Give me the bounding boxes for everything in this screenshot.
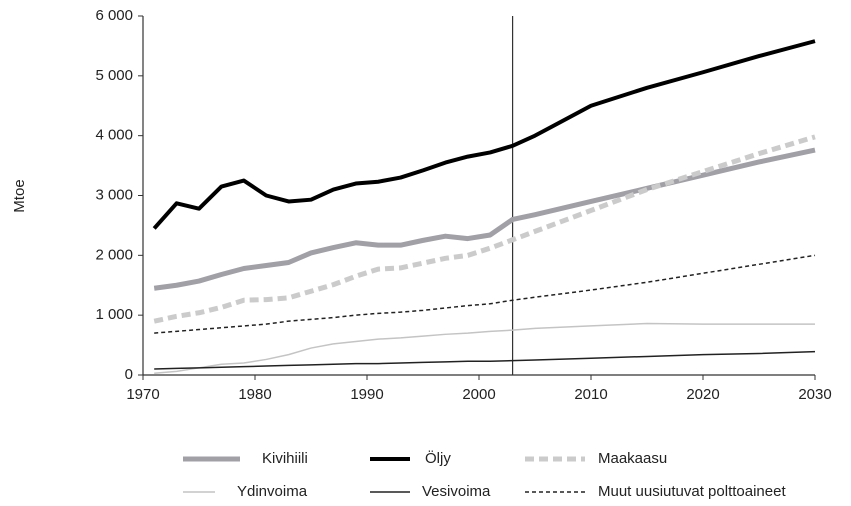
y-tick-label: 4 000 [95,127,133,144]
x-tick-label: 2000 [462,386,495,403]
series-line [152,39,816,230]
x-tick-label: 1980 [238,386,271,403]
y-axis-label: Mtoe [11,179,28,212]
legend-label: Ydinvoima [237,483,308,500]
series-line [154,322,815,374]
x-tick-label: 2020 [686,386,719,403]
legend-label: Öljy [425,449,451,467]
series-line [153,134,816,324]
legend-label: Kivihiili [262,450,308,467]
legend-label: Muut uusiutuvat polttoaineet [598,483,786,500]
x-tick-label: 2010 [574,386,607,403]
x-tick-label: 2030 [798,386,831,403]
y-tick-label: 3 000 [95,186,133,203]
y-tick-label: 0 [125,366,133,383]
legend-label: Maakaasu [598,450,667,467]
legend-label: Vesivoima [422,483,491,500]
series-line [154,254,816,334]
y-tick-label: 1 000 [95,306,133,323]
x-tick-label: 1990 [350,386,383,403]
y-tick-label: 2 000 [95,246,133,263]
y-tick-label: 6 000 [95,7,133,24]
series-line [153,147,816,291]
series-line [154,350,816,370]
y-tick-label: 5 000 [95,67,133,84]
x-tick-label: 1970 [126,386,159,403]
